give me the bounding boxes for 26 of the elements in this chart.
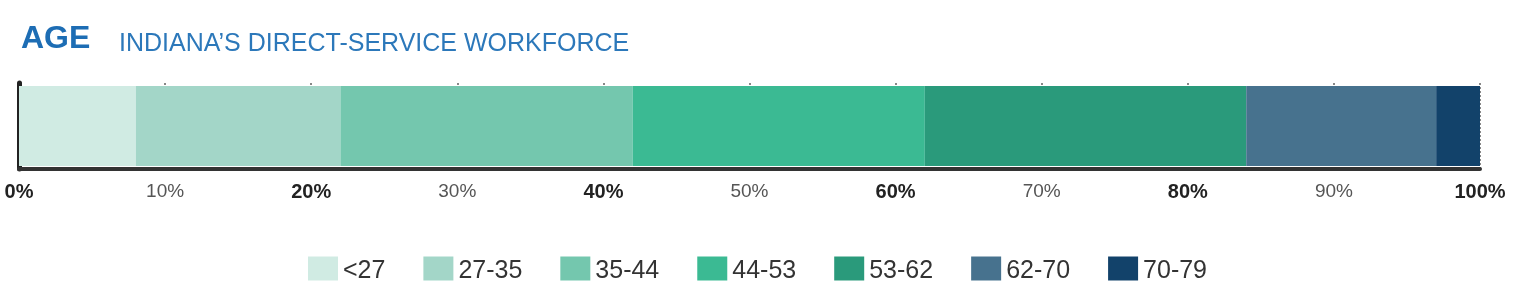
legend-label: 27-35 <box>458 254 523 283</box>
bar <box>135 86 341 166</box>
bar <box>632 86 925 166</box>
x-tick-label: 0% <box>4 180 34 202</box>
legend-label: 35-44 <box>595 254 660 283</box>
bar <box>924 86 1247 166</box>
x-tick-label: 100% <box>1454 180 1506 202</box>
bar <box>1246 86 1437 166</box>
x-tick-label: 80% <box>1167 180 1209 202</box>
chart-subtitle: INDIANA’S DIRECT-SERVICE WORKFORCE <box>119 27 630 56</box>
legend-label: 70-79 <box>1143 254 1208 283</box>
x-tick-label: 40% <box>583 180 624 202</box>
x-tick-label: 60% <box>875 180 916 202</box>
x-tick-label: 20% <box>291 180 332 202</box>
legend-label: <27 <box>342 254 386 283</box>
bar <box>1436 86 1480 166</box>
chart-title: AGE <box>21 19 91 55</box>
legend-label: 53-62 <box>869 254 934 283</box>
legend-label: 62-70 <box>1006 254 1071 283</box>
bar <box>340 86 633 166</box>
x-tick-label: 70% <box>1022 180 1061 201</box>
x-tick-label: 10% <box>146 180 185 201</box>
x-tick-label: 30% <box>438 180 477 201</box>
legend-label: 44-53 <box>732 254 797 283</box>
x-tick-label: 90% <box>1314 180 1354 201</box>
x-tick-label: 50% <box>730 180 769 201</box>
